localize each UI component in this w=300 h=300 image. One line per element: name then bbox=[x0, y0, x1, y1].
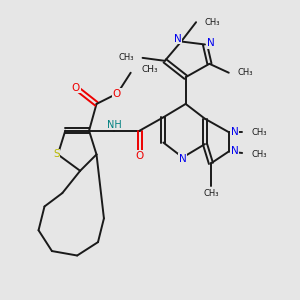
Text: N: N bbox=[174, 34, 182, 44]
Text: O: O bbox=[136, 151, 144, 161]
Text: O: O bbox=[112, 88, 121, 98]
Text: N: N bbox=[179, 154, 187, 164]
Text: CH₃: CH₃ bbox=[252, 150, 267, 159]
Text: NH: NH bbox=[107, 120, 122, 130]
Text: CH₃: CH₃ bbox=[118, 53, 134, 62]
Text: CH₃: CH₃ bbox=[205, 18, 220, 27]
Text: CH₃: CH₃ bbox=[203, 189, 219, 198]
Text: CH₃: CH₃ bbox=[238, 68, 253, 77]
Text: O: O bbox=[72, 82, 80, 93]
Text: CH₃: CH₃ bbox=[141, 65, 158, 74]
Text: S: S bbox=[53, 149, 60, 160]
Text: N: N bbox=[207, 38, 215, 48]
Text: N: N bbox=[231, 127, 239, 137]
Text: CH₃: CH₃ bbox=[252, 128, 267, 137]
Text: N: N bbox=[231, 146, 239, 157]
